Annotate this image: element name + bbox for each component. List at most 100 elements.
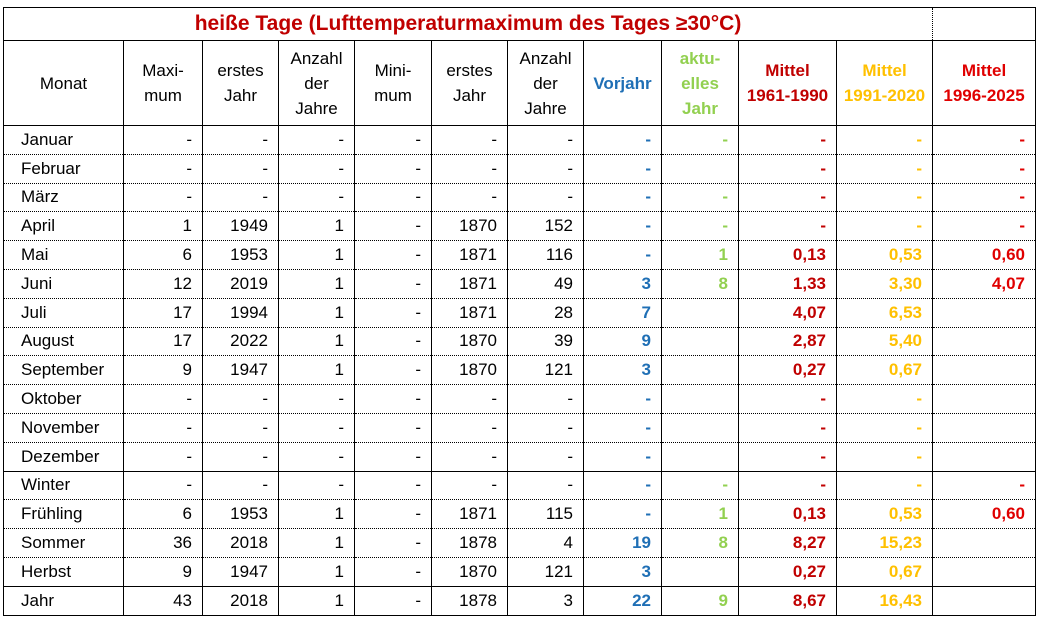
previous-year-cell: 22 xyxy=(583,586,662,616)
min-first-year-cell: - xyxy=(431,125,508,155)
current-year-cell xyxy=(661,442,739,472)
previous-year-cell: 9 xyxy=(583,327,662,357)
min-first-year-cell: - xyxy=(431,413,508,443)
mean-1996-2025-cell: - xyxy=(932,154,1037,184)
mean-1991-2020-cell: - xyxy=(835,125,934,155)
header-line: Mittel xyxy=(765,61,810,80)
min-year-count-cell: 121 xyxy=(507,557,584,587)
heat-days-table: heiße Tage (Lufttemperaturmaximum des Ta… xyxy=(2,7,1037,616)
maximum-cell: 43 xyxy=(123,586,203,616)
col-maximum-header: Maxi-mum xyxy=(123,40,203,126)
current-year-cell xyxy=(661,384,739,414)
table-row: Januar - - - - - - - - - - - xyxy=(3,125,1037,155)
table-row: Winter - - - - - - - - - - - xyxy=(3,471,1037,501)
row-label: Dezember xyxy=(3,442,124,472)
maximum-cell: - xyxy=(123,471,203,501)
previous-year-cell: - xyxy=(583,471,662,501)
row-label: Juli xyxy=(3,298,124,328)
row-label: November xyxy=(3,413,124,443)
header-line: erstes xyxy=(446,61,493,80)
current-year-cell xyxy=(661,413,739,443)
minimum-cell: - xyxy=(354,471,432,501)
max-first-year-cell: - xyxy=(202,413,279,443)
min-first-year-cell: 1871 xyxy=(431,240,508,270)
max-year-count-cell: 1 xyxy=(278,298,355,328)
max-year-count-cell: 1 xyxy=(278,355,355,386)
table-row: Frühling 6 1953 1-1871 115-1 0,13 0,53 0,60 xyxy=(3,499,1037,530)
min-first-year-cell: 1870 xyxy=(431,211,508,242)
mean-1996-2025-cell: 0,60 xyxy=(932,240,1037,270)
maximum-cell: 12 xyxy=(123,269,203,299)
minimum-cell: - xyxy=(354,154,432,184)
min-first-year-cell: 1871 xyxy=(431,269,508,299)
min-year-count-cell: - xyxy=(507,154,584,184)
minimum-cell: - xyxy=(354,240,432,270)
mean-1991-2020-cell: 0,53 xyxy=(835,240,934,270)
maximum-cell: 36 xyxy=(123,528,203,558)
col-month-header: Monat xyxy=(3,40,124,126)
current-year-cell: 1 xyxy=(661,240,739,270)
mean-1996-2025-cell xyxy=(932,298,1037,328)
current-year-cell: 8 xyxy=(661,528,739,558)
mean-1996-2025-cell xyxy=(932,355,1037,386)
row-label: März xyxy=(3,183,124,213)
current-year-cell xyxy=(661,327,739,357)
header-line: Maxi- xyxy=(142,61,184,80)
mean-1991-2020-cell: 16,43 xyxy=(835,586,934,616)
max-first-year-cell: 1947 xyxy=(202,557,279,587)
maximum-cell: - xyxy=(123,384,203,414)
previous-year-cell: 3 xyxy=(583,557,662,587)
max-year-count-cell: 1 xyxy=(278,327,355,357)
max-first-year-cell: 2022 xyxy=(202,327,279,357)
mean-1991-2020-cell: - xyxy=(835,211,934,242)
mean-1996-2025-cell xyxy=(932,327,1037,357)
mean-1961-1990-cell: 2,87 xyxy=(738,327,837,357)
mean-1961-1990-cell: - xyxy=(738,384,837,414)
min-first-year-cell: - xyxy=(431,154,508,184)
header-line: Anzahl xyxy=(290,48,343,68)
max-year-count-cell: 1 xyxy=(278,528,355,558)
table-row: Dezember - - - - - - - - - xyxy=(3,442,1037,472)
minimum-cell: - xyxy=(354,557,432,587)
max-year-count-cell: 1 xyxy=(278,586,355,616)
row-label: Juni xyxy=(3,269,124,299)
mean-1961-1990-cell: 8,27 xyxy=(738,528,837,558)
header-line: Jahr xyxy=(223,86,258,105)
max-year-count-cell: - xyxy=(278,183,355,213)
mean-1961-1990-cell: - xyxy=(738,183,837,213)
header-line: Anzahl xyxy=(519,48,572,68)
mean-1996-2025-cell xyxy=(932,413,1037,443)
maximum-cell: - xyxy=(123,154,203,184)
mean-1961-1990-cell: - xyxy=(738,154,837,184)
previous-year-cell: - xyxy=(583,413,662,443)
row-label: Oktober xyxy=(3,384,124,414)
max-first-year-cell: 1994 xyxy=(202,298,279,328)
header-line: Vorjahr xyxy=(593,73,652,93)
mean-1991-2020-cell: - xyxy=(835,471,934,501)
previous-year-cell: - xyxy=(583,384,662,414)
max-year-count-cell: - xyxy=(278,471,355,501)
minimum-cell: - xyxy=(354,183,432,213)
header-line: erstes xyxy=(217,61,264,80)
mean-1961-1990-cell: 0,27 xyxy=(738,557,837,587)
row-label: Sommer xyxy=(3,528,124,558)
min-year-count-cell: 152 xyxy=(507,211,584,242)
col-current-year-header: aktu-elles Jahr xyxy=(661,40,739,126)
maximum-cell: 17 xyxy=(123,298,203,328)
min-year-count-cell: 3 xyxy=(507,586,584,616)
table-row: Herbst 9 1947 1-1870 121 3 0,27 0,67 xyxy=(3,557,1037,587)
table-row: März - - - - - - - - - - - xyxy=(3,183,1037,213)
max-year-count-cell: - xyxy=(278,384,355,414)
min-year-count-cell: 121 xyxy=(507,355,584,386)
header-line: Mini- xyxy=(374,61,412,80)
table-row: Mai 6 1953 1-1871 116-1 0,13 0,53 0,60 xyxy=(3,240,1037,270)
maximum-cell: - xyxy=(123,125,203,155)
max-first-year-cell: 2019 xyxy=(202,269,279,299)
max-year-count-cell: - xyxy=(278,154,355,184)
mean-1991-2020-cell: 6,53 xyxy=(835,298,934,328)
header-line: elles xyxy=(681,73,719,93)
mean-1961-1990-cell: 0,13 xyxy=(738,240,837,270)
previous-year-cell: 7 xyxy=(583,298,662,328)
max-year-count-cell: 1 xyxy=(278,557,355,587)
header-line: Jahre xyxy=(524,98,567,118)
